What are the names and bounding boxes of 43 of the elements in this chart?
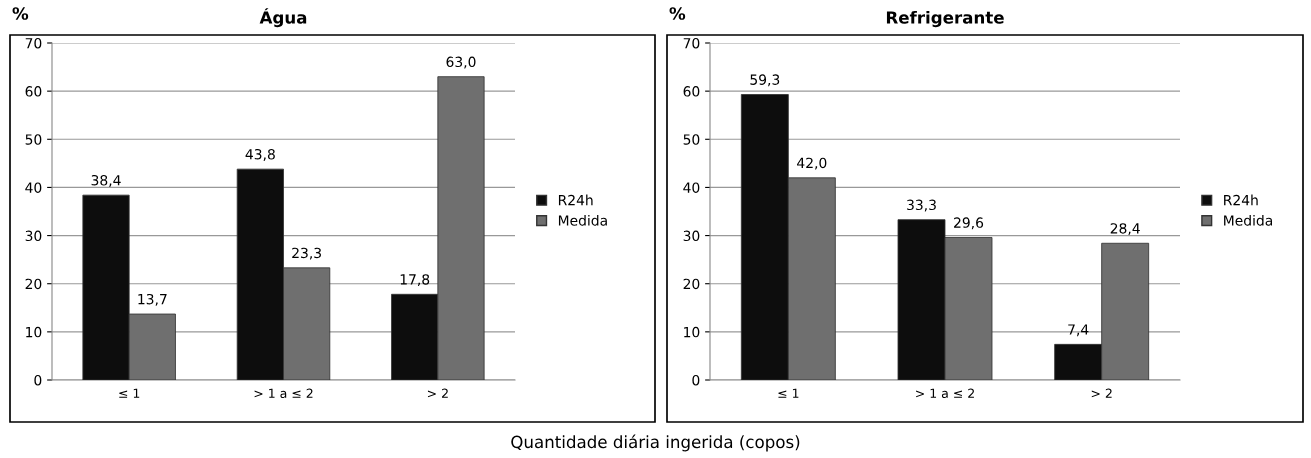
y-tick-label: 10	[26, 326, 42, 338]
y-axis-title: %	[12, 7, 29, 20]
data-label: 13,7	[138, 293, 167, 306]
y-tick-label: 40	[683, 182, 700, 193]
y-tick-label: 60	[683, 86, 700, 97]
data-label: 23,3	[292, 247, 321, 260]
y-tick-label: 70	[683, 37, 700, 49]
y-tick-label: 20	[25, 278, 42, 290]
legend-label: R24h	[558, 194, 593, 206]
text: Quantidade diária ingerida (copos)	[511, 434, 800, 452]
chart-title: Água	[259, 8, 307, 28]
data-label: 59,3	[750, 74, 780, 87]
y-tick-label: 70	[25, 37, 42, 49]
y-tick-label: 0	[692, 374, 700, 386]
legend-label: Medida	[1224, 214, 1272, 226]
legend-label: R24h	[1224, 194, 1258, 206]
y-tick-label: 30	[683, 230, 700, 242]
chart-title: Refrigerante	[886, 10, 1004, 28]
x-tick-label: > 1 a ≤ 2	[916, 388, 974, 399]
y-tick-label: 20	[683, 278, 700, 290]
y-tick-label: 30	[25, 230, 42, 242]
y-tick-label: 0	[34, 374, 42, 386]
data-label: 33,3	[907, 199, 936, 212]
data-label: 63,0	[446, 56, 476, 69]
data-label: 43,8	[245, 148, 275, 161]
y-tick-label: 10	[684, 326, 700, 338]
y-axis-title: %	[669, 7, 686, 20]
y-tick-label: 50	[683, 134, 700, 145]
y-tick-label: 50	[25, 134, 42, 145]
y-tick-label: 40	[25, 182, 42, 193]
x-tick-label: > 2	[1091, 388, 1112, 398]
data-label: 7,4	[1068, 324, 1089, 337]
data-label: 42,0	[797, 157, 827, 170]
data-label: 38,4	[91, 174, 121, 187]
x-tick-label: ≤ 1	[778, 388, 799, 398]
x-tick-label: > 1 a ≤ 2	[254, 388, 313, 399]
legend-label: Medida	[558, 214, 607, 226]
data-label: 28,4	[1110, 223, 1140, 236]
x-tick-label: > 2	[427, 388, 448, 398]
y-tick-label: 60	[25, 86, 42, 97]
data-label: 29,6	[954, 217, 984, 230]
x-tick-label: ≤ 1	[119, 388, 140, 398]
data-label: 17,8	[400, 274, 430, 287]
